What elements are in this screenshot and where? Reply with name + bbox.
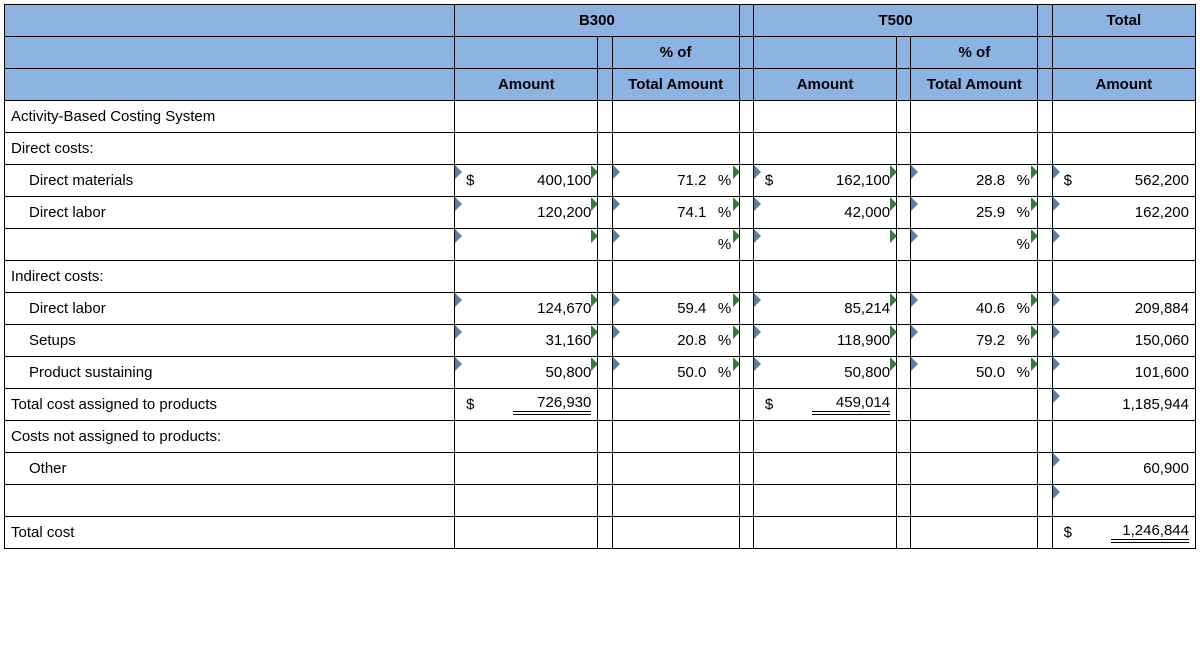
header-row-3: Amount Total Amount Amount Total Amount … [5, 69, 1196, 101]
header-row-2: % of % of [5, 37, 1196, 69]
header-row-1: B300 T500 Total [5, 5, 1196, 37]
label-direct-costs: Direct costs: [5, 133, 455, 165]
col-total: Total [1052, 5, 1195, 37]
row-costs-not-assigned: Costs not assigned to products: [5, 421, 1196, 453]
col-b300-pctof: % of [612, 37, 739, 69]
col-t500-pctof: % of [911, 37, 1038, 69]
row-ind-direct-labor: Direct labor 124,670 59.4 % 85,214 40.6 … [5, 293, 1196, 325]
b300-pct: 71.2 [612, 165, 710, 197]
t500-cur: $ [753, 165, 784, 197]
row-system-title: Activity-Based Costing System [5, 101, 1196, 133]
t500-pct: 28.8 [911, 165, 1009, 197]
row-indirect-costs-header: Indirect costs: [5, 261, 1196, 293]
b300-pct: 74.1 [612, 197, 710, 229]
col-b300-amount: Amount [455, 69, 598, 101]
label-direct-materials: Direct materials [5, 165, 455, 197]
col-t500-totalamt: Total Amount [911, 69, 1038, 101]
row-other: Other 60,900 [5, 453, 1196, 485]
row-product-sustaining: Product sustaining 50,800 50.0 % 50,800 … [5, 357, 1196, 389]
row-setups: Setups 31,160 20.8 % 118,900 79.2 % 150,… [5, 325, 1196, 357]
row-direct-labor: Direct labor 120,200 74.1 % 42,000 25.9 … [5, 197, 1196, 229]
row-total-assigned: Total cost assigned to products $ 726,93… [5, 389, 1196, 421]
t500-amt: 162,100 [784, 165, 897, 197]
row-total-cost: Total cost $ 1,246,844 [5, 517, 1196, 549]
row-blank-pct: % % [5, 229, 1196, 261]
b300-amt: 400,100 [485, 165, 598, 197]
total-amt: 162,200 [1083, 197, 1196, 229]
t500-amt: 42,000 [784, 197, 897, 229]
col-total-amount: Amount [1052, 69, 1195, 101]
label-system: Activity-Based Costing System [5, 101, 455, 133]
col-b300: B300 [455, 5, 739, 37]
label-indirect-costs: Indirect costs: [5, 261, 455, 293]
t500-pct: 25.9 [911, 197, 1009, 229]
col-b300-totalamt: Total Amount [612, 69, 739, 101]
col-t500: T500 [753, 5, 1037, 37]
row-direct-materials: Direct materials $ 400,100 71.2 % $ 162,… [5, 165, 1196, 197]
row-direct-costs-header: Direct costs: [5, 133, 1196, 165]
col-t500-amount: Amount [753, 69, 896, 101]
label-direct-labor: Direct labor [5, 197, 455, 229]
abc-costing-table: B300 T500 Total % of % of Amount Total A… [4, 4, 1196, 549]
total-cur: $ [1052, 165, 1083, 197]
b300-cur: $ [455, 165, 486, 197]
b300-amt: 120,200 [485, 197, 598, 229]
row-blank [5, 485, 1196, 517]
total-amt: 562,200 [1083, 165, 1196, 197]
